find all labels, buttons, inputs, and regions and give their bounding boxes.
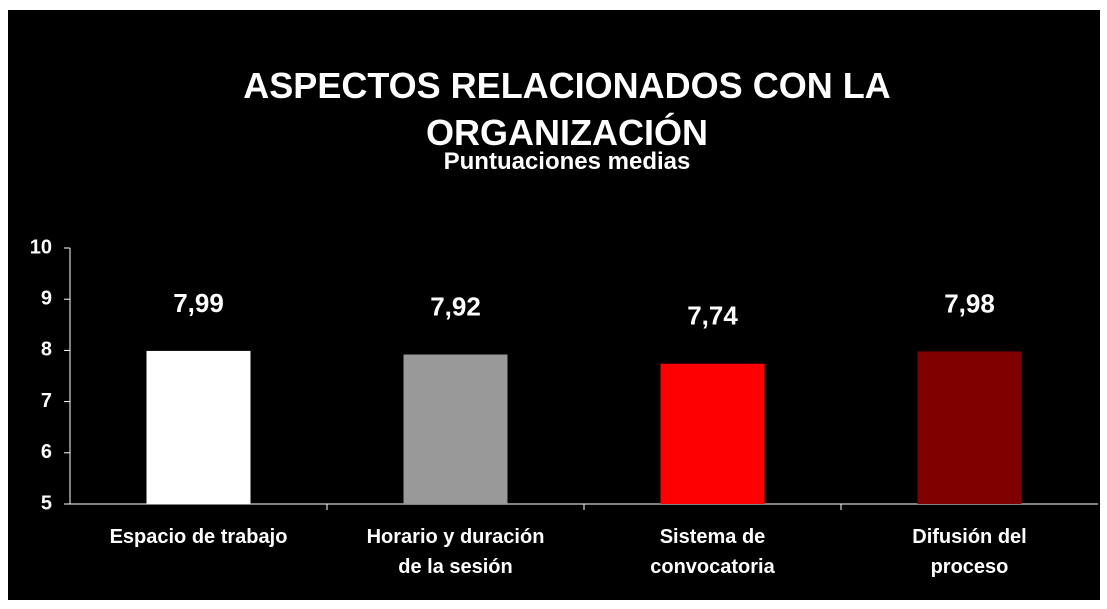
bar (146, 350, 251, 504)
chart-title: ASPECTOS RELACIONADOS CON LA ORGANIZACIÓ… (243, 65, 891, 153)
y-tick-label: 5 (41, 492, 52, 514)
x-tick-label: Espacio de trabajo (109, 526, 288, 548)
x-tick-label: Horario y duración de la sesión (366, 526, 545, 578)
bar (660, 363, 765, 504)
data-label: 7,74 (687, 301, 738, 331)
y-tick-label: 10 (30, 236, 52, 258)
x-tick-label: Sistema de convocatoria (650, 526, 775, 578)
x-tick-label: Difusión del proceso (912, 526, 1027, 578)
y-tick-label: 6 (41, 441, 52, 463)
data-label: 7,92 (430, 291, 481, 321)
data-label: 7,98 (944, 288, 995, 318)
y-tick-label: 9 (41, 287, 52, 309)
data-label: 7,99 (173, 288, 224, 318)
chart-subtitle: Puntuaciones medias (443, 148, 691, 175)
y-tick-label: 8 (41, 339, 52, 361)
bar (917, 351, 1022, 504)
y-tick-label: 7 (41, 390, 52, 412)
bar (403, 354, 508, 504)
